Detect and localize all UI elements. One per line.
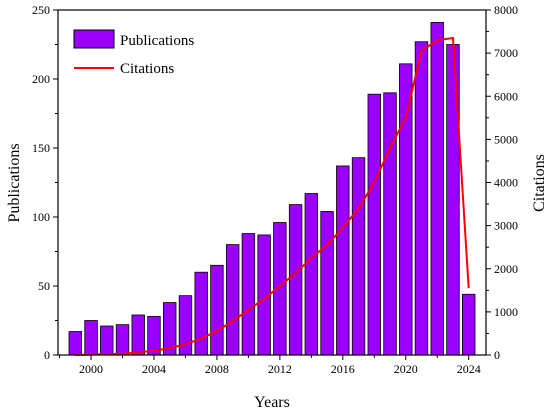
bar-publications [414, 41, 429, 356]
y2-tick-label: 8000 [494, 3, 518, 17]
x-tick-label: 2016 [331, 362, 355, 376]
bar-publications [194, 271, 208, 356]
line-citations [75, 36, 470, 356]
bar-publications [367, 93, 381, 356]
bar-publications [288, 204, 303, 356]
bar-publications [100, 325, 114, 356]
bar-publications [461, 293, 476, 356]
y-tick-label: 150 [32, 141, 50, 155]
y2-axis-title: Citations [531, 154, 548, 212]
bar-publications [131, 314, 145, 356]
bar-publications [304, 193, 319, 356]
y2-tick-label: 0 [494, 348, 500, 362]
bar-publications [68, 331, 83, 356]
bar-publications [351, 157, 366, 356]
bar-publications [399, 63, 413, 356]
bar-publications [115, 324, 130, 356]
x-tick-label: 2020 [394, 362, 418, 376]
line-layer [75, 36, 470, 356]
x-tick-label: 2024 [457, 362, 481, 376]
y-tick-label: 200 [32, 72, 50, 86]
bar-publications [336, 165, 350, 356]
legend-label-citations: Citations [120, 61, 174, 77]
y2-tick-label: 1000 [494, 305, 518, 319]
x-tick-label: 2000 [79, 362, 103, 376]
x-tick-label: 2012 [268, 362, 292, 376]
y2-tick-label: 5000 [494, 132, 518, 146]
bar-publications [383, 92, 397, 356]
x-tick-label: 2008 [205, 362, 229, 376]
y-tick-label: 250 [32, 3, 50, 17]
bar-publications [84, 320, 98, 356]
legend-swatch-publications [73, 29, 115, 49]
x-axis-title: Years [254, 394, 290, 411]
axes-layer: 2000 2004 2008 2012 2016 2020 2024050100150200… [32, 3, 518, 376]
bar-publications [225, 244, 240, 356]
x-tick-label: 2004 [142, 362, 166, 376]
y2-tick-label: 3000 [494, 219, 518, 233]
y-tick-label: 0 [44, 348, 50, 362]
legend: Publications Citations [73, 29, 194, 77]
bar-publications [430, 22, 444, 356]
y2-tick-label: 6000 [494, 89, 518, 103]
bar-publications [320, 211, 334, 356]
legend-label-publications: Publications [120, 33, 194, 49]
y-axis-title: Publications [6, 143, 23, 222]
y-tick-label: 50 [38, 279, 50, 293]
bar-publications [241, 233, 256, 356]
y-tick-label: 100 [32, 210, 50, 224]
bar-publications [446, 44, 460, 356]
y2-tick-label: 4000 [494, 176, 518, 190]
bar-publications [210, 264, 224, 356]
y2-tick-label: 2000 [494, 262, 518, 276]
y2-tick-label: 7000 [494, 46, 518, 60]
